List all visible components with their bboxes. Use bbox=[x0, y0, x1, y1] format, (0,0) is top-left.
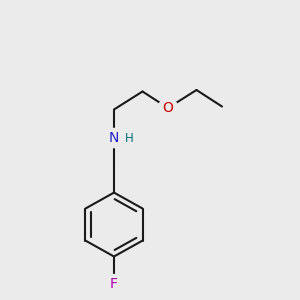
Text: N: N bbox=[109, 131, 119, 145]
Circle shape bbox=[105, 274, 123, 292]
Text: F: F bbox=[110, 277, 118, 290]
Circle shape bbox=[104, 128, 124, 148]
Text: O: O bbox=[163, 101, 173, 115]
Circle shape bbox=[158, 98, 178, 118]
Text: H: H bbox=[124, 131, 133, 145]
